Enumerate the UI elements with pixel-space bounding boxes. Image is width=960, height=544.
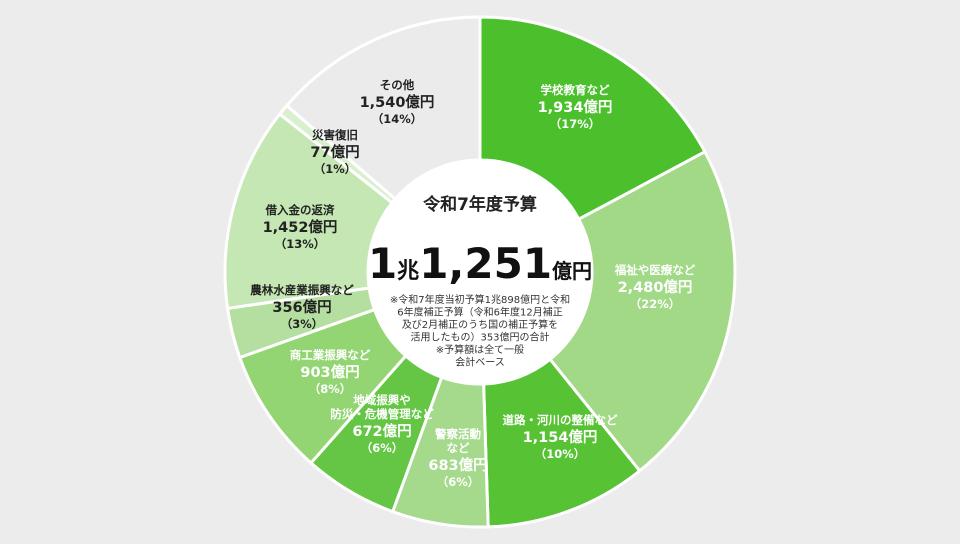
slice-percent-8: （1%） [314, 162, 357, 176]
center-title: 令和7年度予算 [423, 194, 537, 215]
center-note-2: 及び2月補正のうち国の補正予算を [402, 318, 558, 331]
slice-name-9-0: その他 [380, 78, 415, 92]
slice-percent-3: （6%） [437, 475, 480, 489]
slice-name-7-0: 借入金の返済 [265, 203, 335, 217]
slice-value-5: 903億円 [300, 363, 359, 381]
slice-percent-0: （17%） [550, 117, 601, 131]
slice-percent-9: （14%） [372, 112, 423, 126]
slice-name-1-0: 福祉や医療など [614, 263, 696, 277]
total-unit-2: 億円 [552, 259, 592, 283]
center-note-3: 活用したもの）353億円の合計 [410, 331, 549, 344]
slice-name-2-0: 道路・河川の整備など [503, 413, 618, 427]
slice-percent-7: （13%） [275, 237, 326, 251]
slice-value-2: 1,154億円 [523, 428, 598, 446]
slice-value-7: 1,452億円 [263, 218, 338, 236]
slice-name-0-0: 学校教育など [541, 83, 610, 97]
slice-value-4: 672億円 [352, 422, 411, 440]
slice-percent-6: （3%） [281, 317, 324, 331]
slice-value-0: 1,934億円 [538, 98, 613, 116]
center-note-1: 6年度補正予算（令和6年度12月補正 [397, 306, 562, 319]
slice-name-5-0: 商工業振興など [290, 348, 371, 362]
slice-value-6: 356億円 [272, 298, 331, 316]
slice-percent-4: （6%） [361, 441, 404, 455]
slice-name-4-1: 防災・危機管理など [330, 407, 434, 421]
center-note-5: 会計ベース [455, 356, 505, 369]
slice-value-8: 77億円 [310, 143, 359, 161]
center-total: 1兆1,251億円 [368, 239, 592, 288]
slice-percent-2: （10%） [535, 447, 586, 461]
slice-name-4-0: 地域振興や [353, 393, 411, 407]
slice-value-9: 1,540億円 [360, 93, 435, 111]
slice-value-1: 2,480億円 [618, 278, 693, 296]
total-unit-1: 兆 [397, 259, 419, 284]
center-note-4: ※予算額は全て一般 [436, 343, 524, 356]
total-num: 1,251 [419, 239, 552, 288]
slice-percent-5: （8%） [309, 382, 352, 396]
slice-name-3-0: 警察活動 [434, 427, 481, 441]
slice-name-3-1: など [447, 441, 470, 455]
slice-percent-1: （22%） [630, 297, 681, 311]
slice-value-3: 683億円 [428, 456, 487, 474]
center-circle [368, 160, 592, 384]
center-note-0: ※令和7年度当初予算1兆898億円と令和 [390, 293, 570, 306]
total-big: 1 [368, 239, 397, 288]
slice-name-6-0: 農林水産業振興など [250, 283, 354, 297]
slice-name-8-0: 災害復旧 [311, 128, 358, 142]
